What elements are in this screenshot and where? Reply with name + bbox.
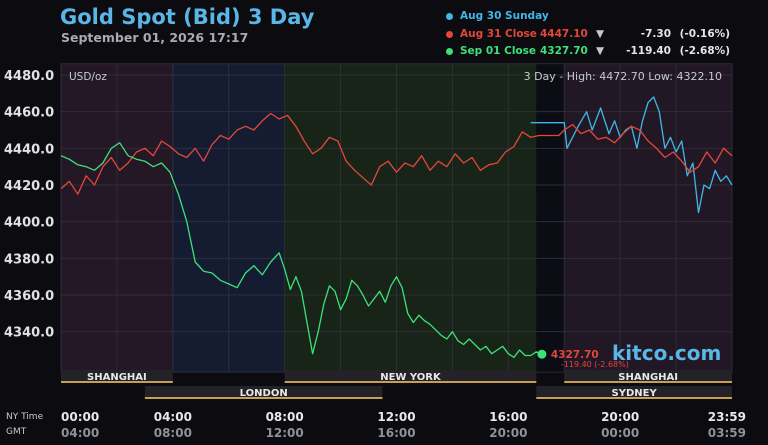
x-tick-ny: 12:00 (377, 410, 415, 424)
y-tick-label: 4440.0 (4, 142, 54, 157)
x-tick-ny: 08:00 (266, 410, 304, 424)
x-tick-gmt: 16:00 (377, 426, 415, 440)
series-line-0 (530, 96, 733, 214)
session-bar (536, 386, 732, 398)
down-arrow-icon: ▼ (596, 45, 605, 57)
y-tick-label: 4340.0 (4, 326, 54, 341)
x-tick-gmt: 03:59 (708, 426, 746, 440)
y-tick-label: 4480.0 (4, 69, 54, 84)
session-label: SHANGHAI (87, 372, 147, 383)
y-tick-label: 4380.0 (4, 252, 54, 267)
last-price-label: 4327.70 (551, 349, 599, 361)
ny-time-label: NY Time (6, 412, 44, 422)
x-tick-gmt: 12:00 (266, 426, 304, 440)
chart-title: Gold Spot (Bid) 3 Day (60, 5, 315, 29)
session-bar (61, 370, 173, 382)
last-value-dot (537, 349, 547, 359)
unit-label: USD/oz (69, 71, 107, 83)
legend-dot (446, 48, 453, 55)
legend-name: Aug 30 Sunday (460, 10, 549, 22)
session-label: SHANGHAI (618, 372, 678, 383)
session-band (536, 64, 565, 372)
x-tick-ny: 04:00 (154, 410, 192, 424)
legend-dot (446, 31, 453, 38)
y-tick-label: 4420.0 (4, 179, 54, 194)
y-tick-label: 4400.0 (4, 216, 54, 231)
y-tick-label: 4460.0 (4, 106, 54, 121)
legend-percent: (-2.68%) (679, 45, 730, 57)
x-tick-ny: 23:59 (708, 410, 746, 424)
series-line-1 (60, 112, 733, 195)
session-band (284, 64, 537, 372)
x-tick-gmt: 08:00 (154, 426, 192, 440)
legend-percent: (-0.16%) (679, 28, 730, 40)
session-bar (284, 370, 537, 382)
session-bar (144, 386, 383, 398)
legend-change: -7.30 (640, 28, 671, 40)
x-tick-gmt: 20:00 (489, 426, 527, 440)
x-tick-ny: 16:00 (489, 410, 527, 424)
legend-price: 4447.10 (540, 28, 588, 40)
legend-name: Sep 01 Close (460, 45, 537, 57)
gmt-label: GMT (6, 427, 27, 437)
last-change-label: -119.40 (-2.68%) (561, 360, 629, 369)
session-band (564, 64, 732, 372)
series-line-2 (60, 142, 543, 358)
x-tick-ny: 00:00 (61, 410, 99, 424)
kitco-logo: kitco.com (612, 341, 722, 365)
down-arrow-icon: ▼ (596, 28, 605, 40)
legend-price: 4327.70 (540, 45, 588, 57)
legend-name: Aug 31 Close (460, 28, 537, 40)
session-label: NEW YORK (380, 372, 442, 383)
legend-dot (446, 13, 453, 20)
x-tick-gmt: 04:00 (61, 426, 99, 440)
y-tick-label: 4360.0 (4, 289, 54, 304)
legend-change: -119.40 (626, 45, 671, 57)
session-bar (564, 370, 732, 382)
session-label: SYDNEY (612, 388, 658, 399)
chart-timestamp: September 01, 2026 17:17 (61, 30, 249, 45)
range-label: 3 Day - High: 4472.70 Low: 4322.10 (524, 70, 722, 83)
session-label: LONDON (240, 388, 288, 399)
x-tick-gmt: 00:00 (601, 426, 639, 440)
x-tick-ny: 20:00 (601, 410, 639, 424)
